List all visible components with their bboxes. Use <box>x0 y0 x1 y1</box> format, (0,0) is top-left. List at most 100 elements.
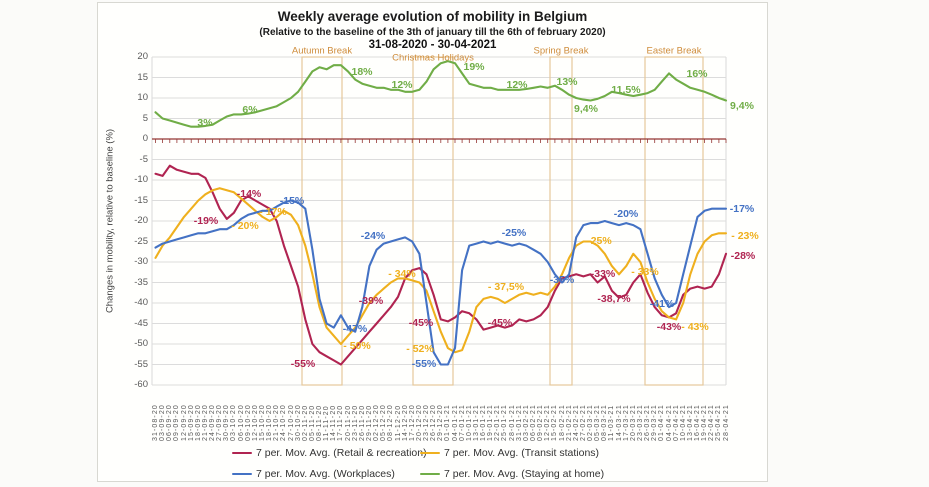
data-label: -33% <box>590 268 616 280</box>
x-tick-label: 13-01-21 <box>472 404 480 441</box>
y-tick-label: -15 <box>134 194 148 206</box>
x-tick-label: 27-10-20 <box>287 404 295 441</box>
x-tick-label: 15-10-20 <box>259 404 266 441</box>
series-line-retail <box>154 164 728 366</box>
data-label: 13% <box>556 76 578 88</box>
y-tick-label: 10 <box>137 92 148 103</box>
break-band <box>412 56 454 386</box>
x-tick-label: 15-09-20 <box>187 404 195 441</box>
x-tick-label: 03-02-21 <box>522 404 530 441</box>
x-tick-label: 25-01-21 <box>501 404 509 441</box>
data-label: 9,4% <box>574 103 598 115</box>
legend-swatch-transit-icon <box>420 451 440 455</box>
data-label: -35% <box>549 274 575 286</box>
break-band <box>301 56 343 386</box>
y-tick-label: 20 <box>137 51 148 62</box>
x-tick-label: 07-04-21 <box>672 404 680 441</box>
data-label: 6% <box>242 104 258 116</box>
y-tick-label: -45 <box>134 317 148 329</box>
x-tick-label: 30-10-20 <box>294 404 302 441</box>
x-tick-label: 02-11-20 <box>301 404 309 441</box>
y-tick-label: 5 <box>142 112 148 124</box>
y-tick-label: -40 <box>134 297 148 308</box>
x-tick-label: 02-03-21 <box>587 404 594 441</box>
y-tick-label: -30 <box>134 256 148 267</box>
legend-item-retail: 7 per. Mov. Avg. (Retail & recreation) <box>232 447 427 459</box>
x-tick-label: 25-04-21 <box>715 404 723 441</box>
x-tick-label: 11-03-21 <box>608 404 616 441</box>
data-label: - 20% <box>231 220 259 232</box>
x-tick-label: 04-01-21 <box>451 404 459 441</box>
legend-label-retail: 7 per. Mov. Avg. (Retail & recreation) <box>256 447 427 459</box>
x-tick-label: 21-09-20 <box>201 404 209 441</box>
y-tick-label: -35 <box>134 276 148 288</box>
x-tick-label: 29-11-20 <box>365 404 373 441</box>
x-tick-label: 10-01-21 <box>465 404 473 441</box>
x-tick-label: 16-01-21 <box>480 404 487 441</box>
x-tick-label: 20-03-21 <box>629 404 637 441</box>
legend-label-home: 7 per. Mov. Avg. (Staying at home) <box>444 468 605 480</box>
x-tick-label: 05-11-20 <box>308 404 316 441</box>
x-tick-label: 03-10-20 <box>230 404 238 441</box>
x-tick-label: 11-12-20 <box>394 404 402 441</box>
data-label: 19% <box>463 61 485 73</box>
x-tick-label: 06-02-21 <box>530 404 537 441</box>
x-tick-label: 20-12-20 <box>415 404 423 441</box>
data-label: -19% <box>193 215 219 227</box>
x-tick-label: 24-10-20 <box>280 404 288 441</box>
data-label: 12% <box>391 79 413 91</box>
data-label: -55% <box>411 358 437 370</box>
data-label: - 17% <box>259 206 287 218</box>
break-label: Easter Break <box>646 45 702 57</box>
x-tick-label: 23-12-20 <box>423 404 430 441</box>
x-tick-label: 01-01-21 <box>444 404 452 441</box>
data-label: - 43% <box>681 321 709 333</box>
data-label: 12% <box>506 79 528 91</box>
legend-swatch-workplaces-icon <box>232 472 252 476</box>
data-label: - 37,5% <box>487 281 525 293</box>
x-tick-label: 23-03-21 <box>636 404 644 441</box>
x-tick-label: 28-04-21 <box>722 404 730 441</box>
data-label: -45% <box>408 317 434 329</box>
x-tick-label: 14-03-21 <box>615 404 623 441</box>
data-label: -14% <box>236 188 262 200</box>
data-label: -25% <box>501 227 527 239</box>
y-tick-label: -50 <box>134 338 148 349</box>
data-label: 18% <box>351 66 373 78</box>
x-tick-label: 17-11-20 <box>337 404 345 441</box>
data-label: - 34% <box>388 268 416 280</box>
x-tick-label: 26-11-20 <box>358 404 366 441</box>
x-tick-label: 09-10-20 <box>244 404 252 441</box>
data-label: - 50% <box>343 340 371 352</box>
y-tick-label: -5 <box>139 153 148 165</box>
break-label: Autumn Break <box>291 45 353 57</box>
legend-item-workplaces: 7 per. Mov. Avg. (Workplaces) <box>232 468 395 480</box>
data-label: -43% <box>656 321 682 333</box>
x-tick-label: 28-01-21 <box>508 404 516 441</box>
x-tick-label: 15-02-21 <box>551 404 559 441</box>
x-tick-label: 13-04-21 <box>686 404 694 441</box>
legend-label-workplaces: 7 per. Mov. Avg. (Workplaces) <box>256 468 395 480</box>
x-tick-label: 31-08-20 <box>152 404 159 441</box>
data-label: -39% <box>358 295 384 307</box>
x-tick-label: 18-09-20 <box>194 404 202 441</box>
x-tick-label: 16-04-21 <box>694 404 701 441</box>
x-tick-label: 04-04-21 <box>665 404 673 441</box>
data-label: - 25% <box>584 235 612 247</box>
x-tick-label: 23-11-20 <box>351 404 359 441</box>
y-tick-label: -25 <box>134 235 148 247</box>
y-tick-label: 15 <box>137 71 148 83</box>
x-tick-label: 08-11-20 <box>316 404 323 441</box>
x-tick-label: 21-02-21 <box>565 404 573 441</box>
break-label: Spring Break <box>533 45 589 57</box>
y-tick-label: -20 <box>134 215 148 226</box>
x-tick-label: 12-09-20 <box>180 404 188 441</box>
x-tick-label: 14-12-20 <box>401 404 409 441</box>
break-band <box>644 56 704 386</box>
data-label: - 23% <box>731 230 759 242</box>
y-tick-label: -60 <box>134 379 148 390</box>
x-tick-label: 06-10-20 <box>237 404 245 441</box>
x-tick-label: 17-12-20 <box>408 404 416 441</box>
